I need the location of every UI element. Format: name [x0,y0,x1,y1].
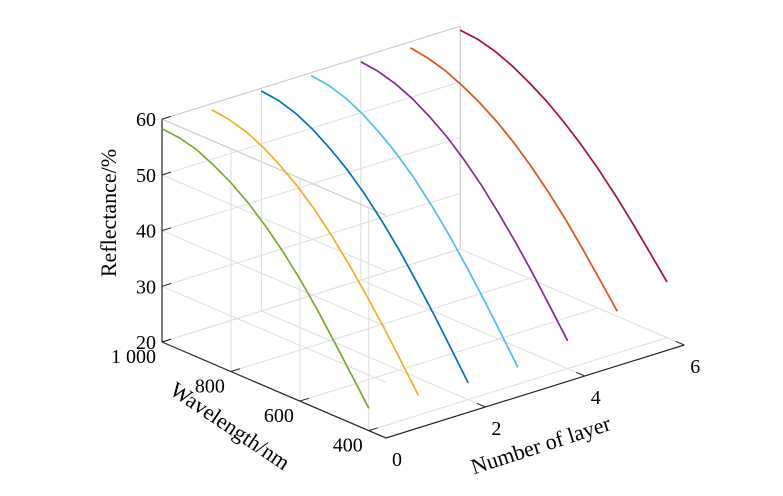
back-wall-grid-line [161,192,461,287]
box-edge [161,118,387,216]
z-tick-label: 40 [136,221,156,243]
z-tick-label: 50 [136,165,156,187]
y-axis-line [161,341,387,439]
x-tick-label: 4 [591,387,601,409]
floor-grid-line [261,310,486,408]
series-line-layer-1 [211,109,420,396]
series-line-layer-5 [410,47,619,312]
x-tick-label: 6 [690,356,700,378]
floor-grid-line [360,279,585,377]
series-line-layer-0 [161,127,370,409]
y-tick-label: 800 [195,376,225,398]
z-tick-mark [161,227,172,232]
left-wall-grid-line [161,174,387,272]
series-line-layer-2 [260,90,469,384]
left-wall-grid-line [161,285,387,383]
x-axis-line [385,344,685,439]
x-tick-mark [476,402,486,408]
y-tick-label: 400 [333,435,363,457]
z-tick-mark [161,171,172,176]
floor-grid-line [230,278,530,373]
series-line-layer-4 [360,60,569,342]
z-tick-label: 60 [136,109,156,131]
y-tick-mark [299,397,309,402]
box-edge [161,25,461,120]
floor-grid-line [460,248,685,346]
y-tick-label: 1 000 [111,346,156,368]
x-tick-mark [377,433,387,439]
x-tick-mark [575,371,585,377]
y-tick-label: 600 [264,405,294,427]
y-tick-mark [368,427,378,432]
x-tick-label: 2 [491,418,501,440]
z-axis-label: Reflectance/% [96,149,121,277]
z-tick-mark [161,115,172,120]
z-tick-label: 20 [136,332,156,354]
z-tick-mark [161,283,172,287]
x-axis-label: Number of layer [468,410,615,479]
floor-grid-line [368,337,668,432]
series-line-layer-3 [310,74,519,368]
axes-grid [161,25,685,439]
z-tick-mark [161,338,172,343]
x-tick-mark [675,340,685,346]
series-curves [161,29,668,409]
back-wall-grid-line [161,137,461,232]
series-line-layer-6 [459,29,668,283]
x-tick-label: 0 [392,449,402,471]
z-tick-label: 30 [136,276,156,298]
floor-grid-line [299,307,599,402]
y-tick-mark [230,368,241,373]
left-wall-grid-line [161,230,387,328]
back-wall-grid-line [161,248,461,343]
